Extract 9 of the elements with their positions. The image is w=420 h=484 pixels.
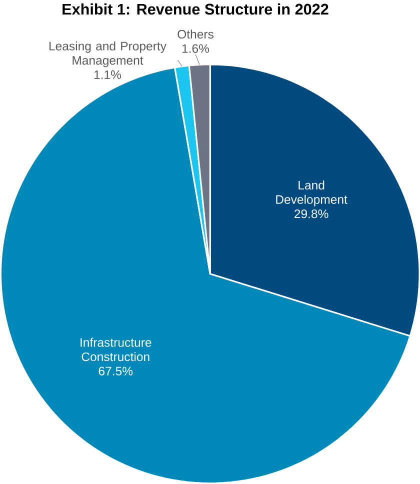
data-label: 29.8% bbox=[294, 209, 328, 218]
slice-label: Infrastructure Construction bbox=[80, 338, 152, 362]
data-label: 67.5% bbox=[98, 366, 132, 376]
slice-label: Others bbox=[178, 30, 214, 39]
data-label: 1.1% bbox=[94, 70, 121, 79]
data-label: 1.6% bbox=[182, 44, 209, 53]
slice-label: Leasing and Property Management bbox=[49, 41, 166, 68]
slice-label: Land Development bbox=[276, 180, 348, 206]
chart-title: Exhibit 1: Revenue Structure in 2022 bbox=[62, 3, 328, 15]
